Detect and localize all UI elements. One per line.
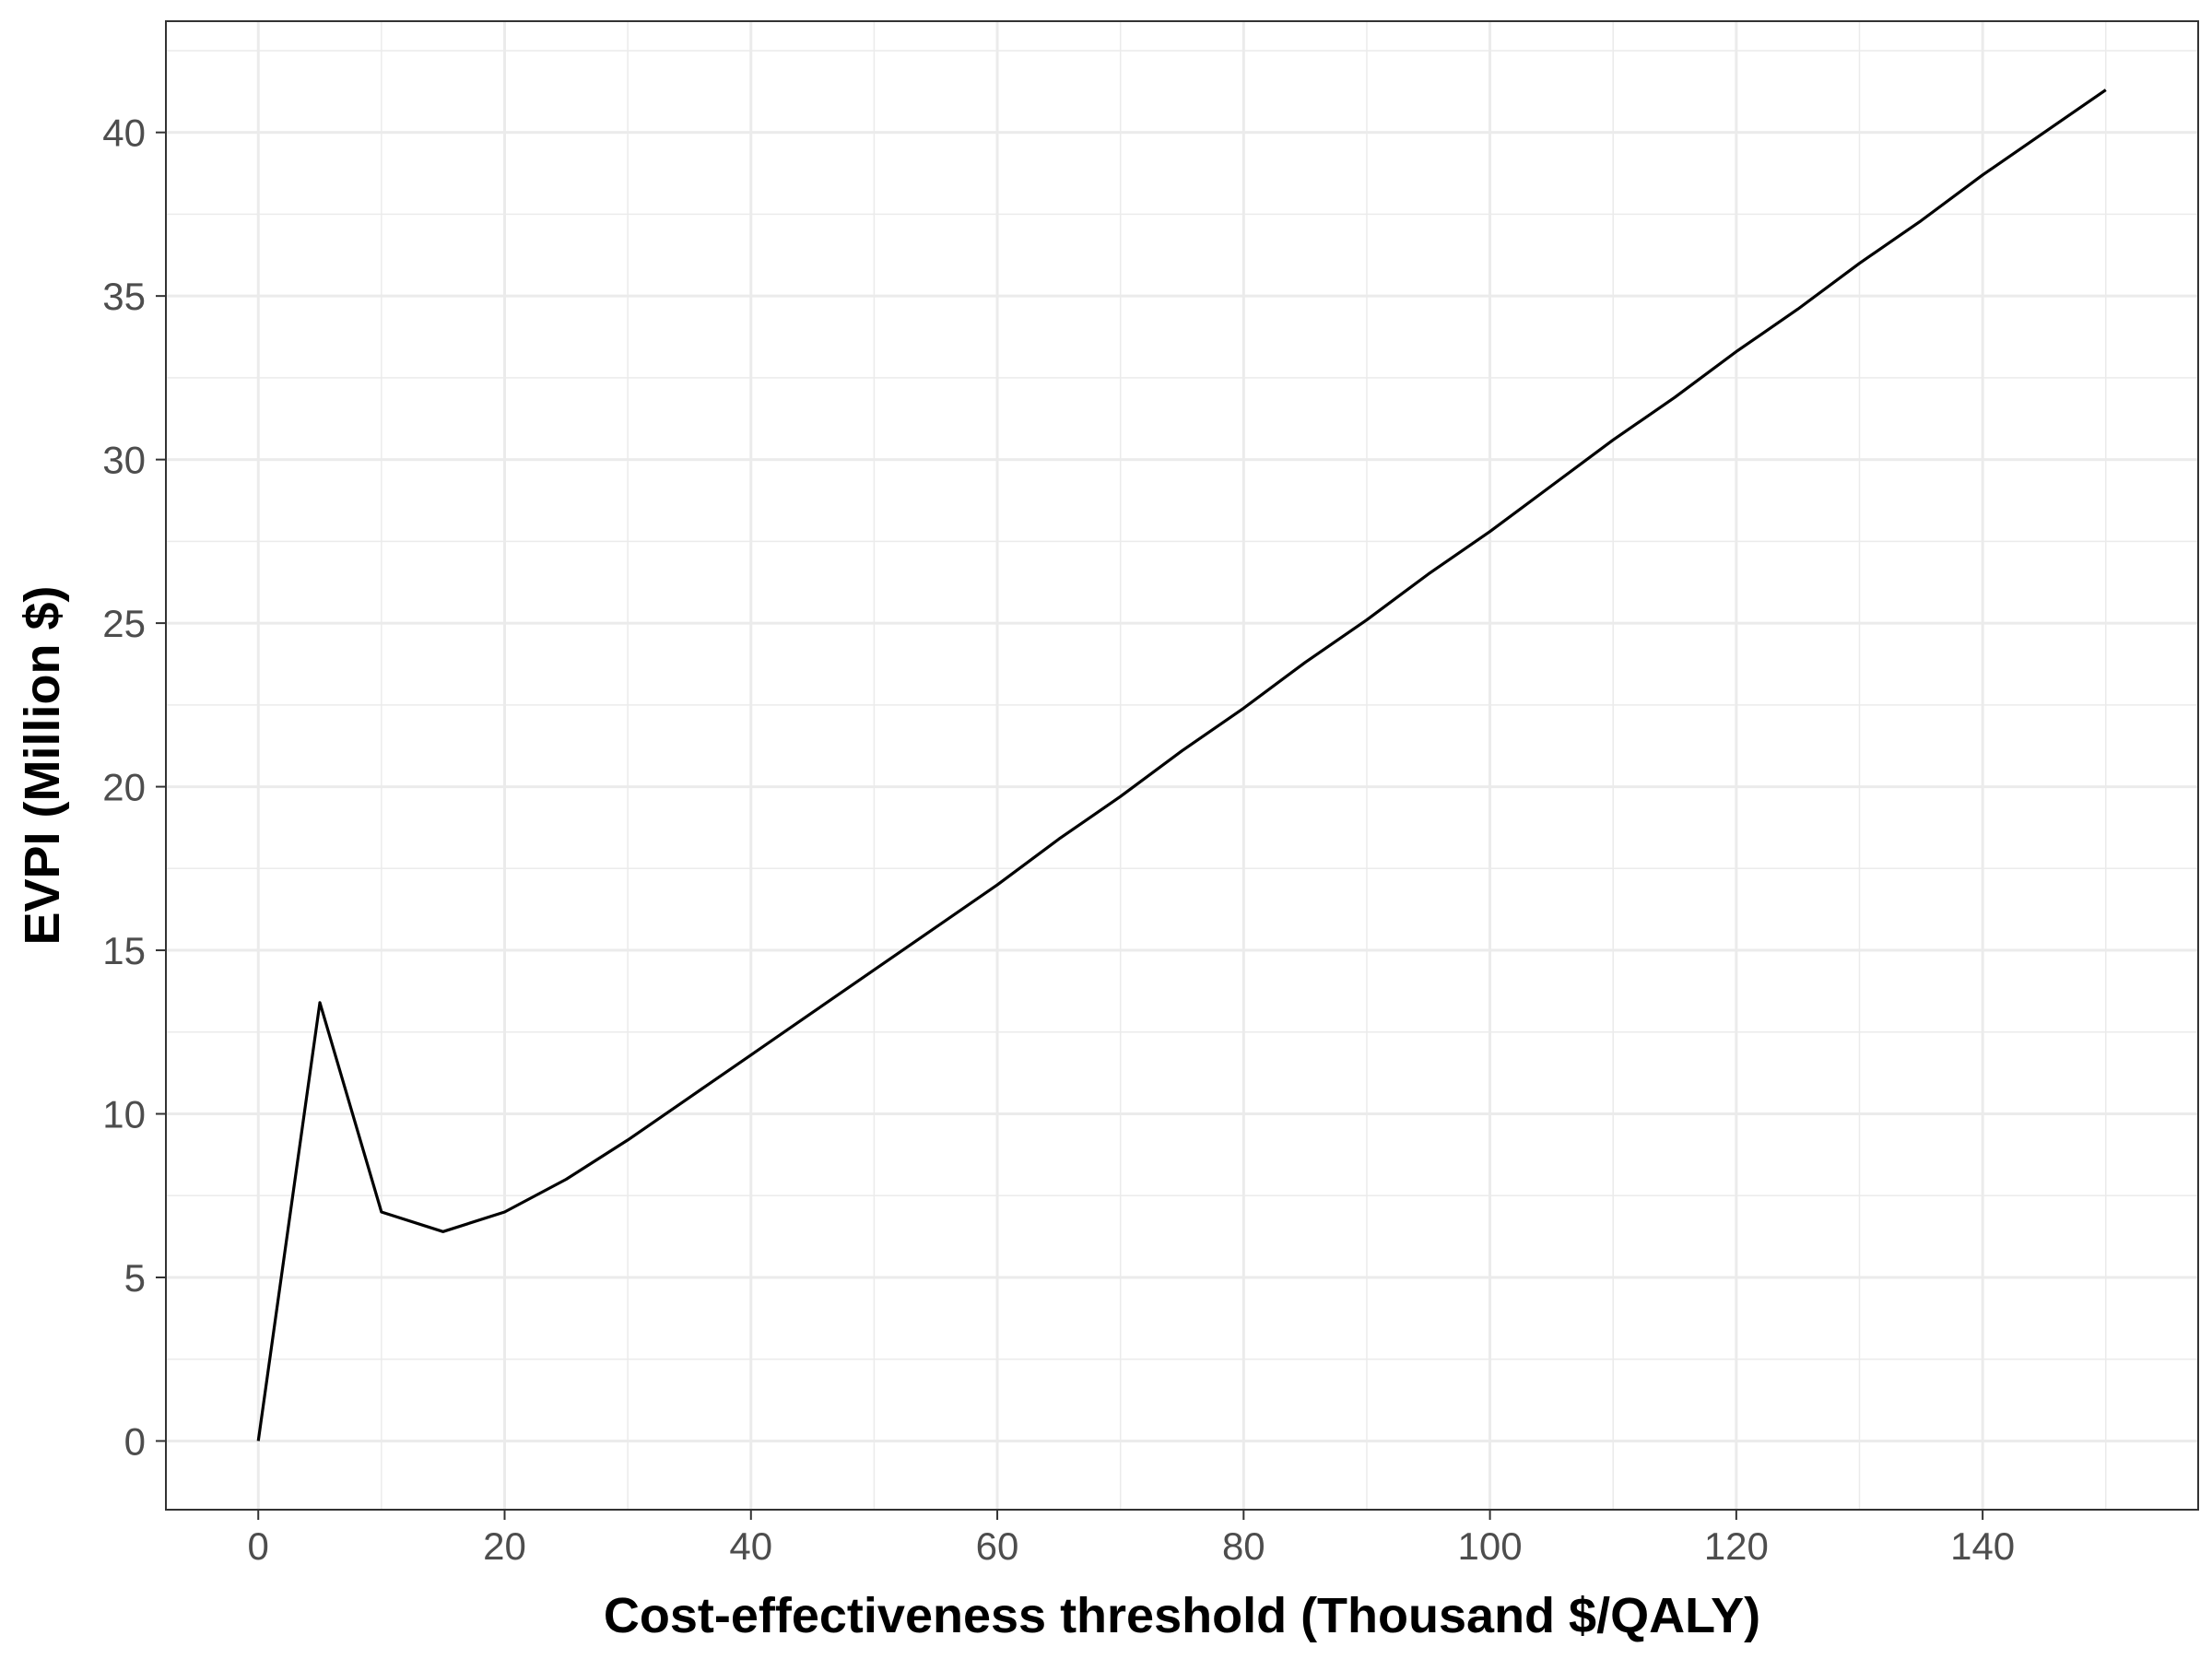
y-tick-label: 20 (102, 766, 146, 809)
major-gridlines (166, 21, 2198, 1510)
x-tick-label: 20 (483, 1524, 526, 1568)
x-tick-label: 100 (1458, 1524, 1523, 1568)
x-axis: 0 20 40 60 80 100 120 140 (248, 1510, 2015, 1568)
y-tick-label: 15 (102, 929, 146, 972)
y-tick-label: 0 (124, 1419, 146, 1463)
x-tick-label: 40 (729, 1524, 772, 1568)
y-tick-label: 25 (102, 602, 146, 645)
y-tick-label: 5 (124, 1256, 146, 1300)
y-axis: 0 5 10 15 20 25 30 35 40 (102, 112, 166, 1463)
y-tick-label: 30 (102, 439, 146, 482)
panel-border (165, 20, 2199, 1511)
evpi-series-line (256, 88, 2107, 1441)
x-tick-label: 80 (1222, 1524, 1265, 1568)
x-tick-label: 140 (1950, 1524, 2015, 1568)
x-tick-label: 120 (1704, 1524, 1769, 1568)
y-axis-title: EVPI (Million $) (15, 585, 70, 945)
y-tick-label: 35 (102, 275, 146, 318)
x-tick-label: 0 (248, 1524, 269, 1568)
x-tick-label: 60 (976, 1524, 1019, 1568)
x-axis-title: Cost-effectiveness threshold (Thousand $… (604, 1588, 1760, 1643)
y-tick-label: 40 (102, 112, 146, 155)
y-tick-label: 10 (102, 1093, 146, 1136)
